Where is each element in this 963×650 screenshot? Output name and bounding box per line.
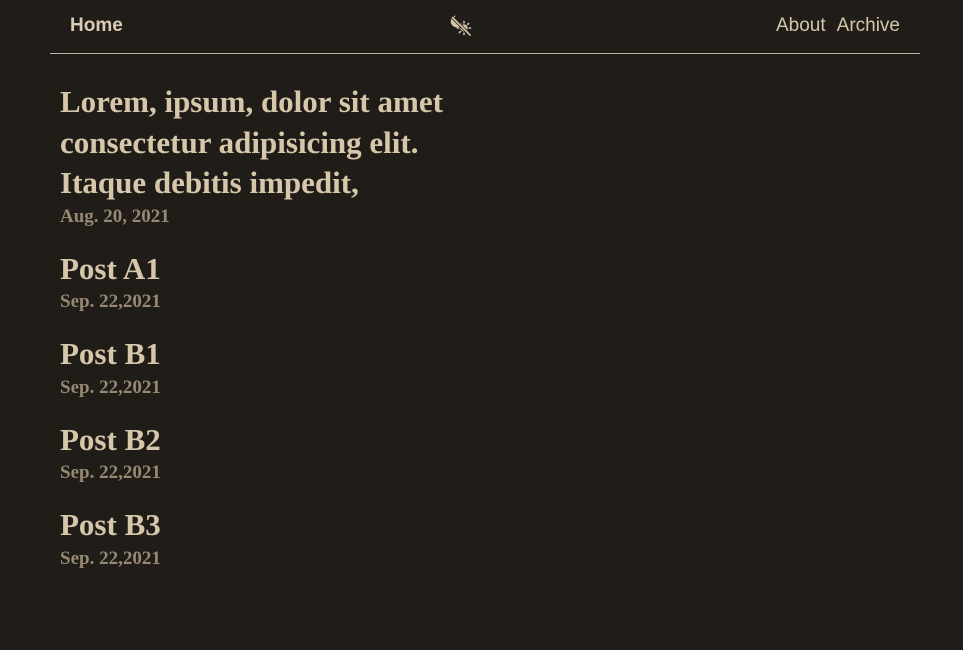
about-link[interactable]: About: [775, 15, 826, 36]
home-link[interactable]: Home: [70, 15, 123, 36]
nav-links: About Archive: [765, 15, 900, 37]
post-title-link[interactable]: Post A1: [60, 250, 161, 286]
top-nav: Home About Archive: [50, 0, 920, 54]
post-date: Aug. 20, 2021: [60, 205, 170, 227]
list-item: Post B1 Sep. 22,2021: [60, 334, 500, 398]
post-date: Sep. 22,2021: [60, 291, 161, 312]
post-date: Sep. 22,2021: [60, 376, 161, 398]
list-item: Post B2 Sep. 22,2021: [60, 420, 500, 484]
post-date: Sep. 22,2021: [60, 462, 161, 483]
post-list: Lorem, ipsum, dolor sit amet consectetur…: [60, 82, 500, 591]
theme-toggle-button[interactable]: [447, 12, 475, 40]
moon-sun-toggle-icon: [450, 15, 473, 38]
archive-link[interactable]: Archive: [836, 15, 900, 36]
post-title-link[interactable]: Post B2: [60, 421, 161, 457]
list-item: Post B3 Sep. 22,2021: [60, 505, 500, 569]
list-item: Lorem, ipsum, dolor sit amet consectetur…: [60, 82, 500, 227]
post-title-link[interactable]: Post B3: [60, 507, 161, 542]
post-title-link[interactable]: Lorem, ipsum, dolor sit amet consectetur…: [60, 84, 443, 200]
list-item: Post A1 Sep. 22,2021: [60, 249, 500, 313]
post-title-link[interactable]: Post B1: [60, 336, 161, 371]
post-date: Sep. 22,2021: [60, 547, 161, 569]
